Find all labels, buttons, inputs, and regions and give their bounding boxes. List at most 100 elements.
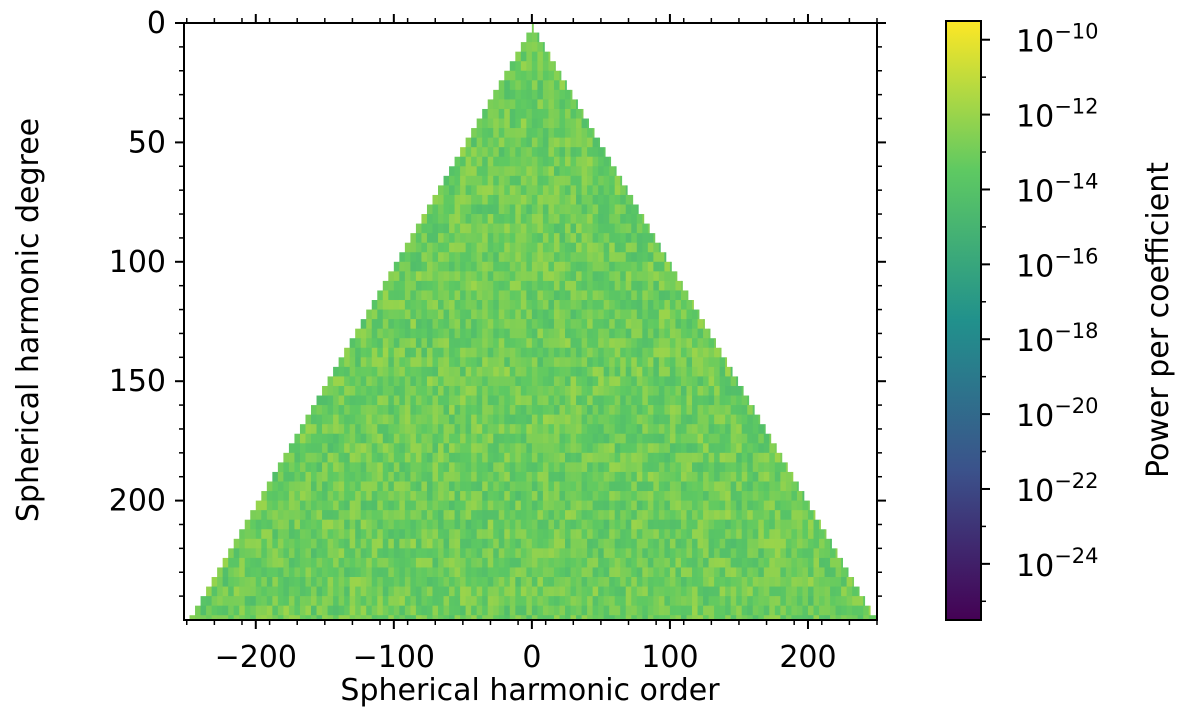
heatmap-cell [565,261,572,272]
heatmap-cell [703,567,710,578]
heatmap-cell [493,395,500,406]
heatmap-cell [526,557,533,568]
heatmap-cell [471,414,478,425]
heatmap-cell [509,328,516,339]
heatmap-cell [576,366,583,377]
heatmap-cell [730,414,737,425]
heatmap-cell [515,366,522,377]
heatmap-cell [288,605,295,616]
heatmap-cell [476,605,483,616]
heatmap-cell [476,405,483,416]
heatmap-cell [752,519,759,530]
heatmap-cell [620,252,627,263]
heatmap-cell [819,548,826,559]
heatmap-cell [741,615,748,620]
heatmap-cell [305,567,312,578]
heatmap-cell [774,462,781,473]
heatmap-cell [498,194,505,205]
heatmap-cell [526,185,533,196]
heatmap-cell [382,548,389,559]
heatmap-cell [482,319,489,330]
heatmap-cell [465,395,472,406]
heatmap-cell [548,414,555,425]
heatmap-cell [399,462,406,473]
heatmap-cell [830,615,837,620]
heatmap-cell [570,156,577,167]
heatmap-cell [482,481,489,492]
heatmap-cell [305,462,312,473]
heatmap-cell [515,271,522,282]
heatmap-cell [487,510,494,521]
heatmap-cell [509,252,516,263]
heatmap-cell [796,510,803,521]
heatmap-cell [686,395,693,406]
heatmap-cell [537,175,544,186]
heatmap-cell [592,128,595,139]
heatmap-cell [692,605,699,616]
heatmap-cell [415,366,422,377]
heatmap-cell [664,481,671,492]
heatmap-cell [548,80,555,91]
heatmap-cell [548,51,551,62]
heatmap-cell [476,529,483,540]
heatmap-cell [377,338,384,349]
heatmap-cell [520,242,527,253]
heatmap-cell [609,290,616,301]
heatmap-cell [217,567,224,578]
heatmap-cell [537,462,544,473]
heatmap-cell [333,567,340,578]
heatmap-cell [636,309,643,320]
heatmap-cell [487,376,494,387]
heatmap-cell [780,529,787,540]
heatmap-cell [796,586,803,597]
heatmap-cell [542,204,549,215]
heatmap-cell [305,577,312,588]
heatmap-cell [399,328,406,339]
heatmap-cell [504,166,511,177]
heatmap-cell [703,452,710,463]
heatmap-cell [515,137,522,148]
heatmap-cell [305,519,312,530]
heatmap-cell [471,194,478,205]
heatmap-cell [841,596,848,607]
heatmap-cell [465,300,472,311]
heatmap-cell [498,395,505,406]
heatmap-cell [680,605,687,616]
heatmap-cell [277,615,284,620]
heatmap-cell [614,405,621,416]
heatmap-cell [493,338,500,349]
heatmap-cell [587,223,594,234]
heatmap-cell [559,491,566,502]
heatmap-cell [316,605,323,616]
heatmap-cell [393,433,400,444]
heatmap-cell [642,328,649,339]
heatmap-cell [504,557,511,568]
heatmap-cell [311,481,318,492]
heatmap-cell [747,471,754,482]
heatmap-cell [443,366,450,377]
heatmap-cell [697,319,704,330]
heatmap-cell [487,577,494,588]
heatmap-cell [598,366,605,377]
heatmap-cell [531,214,538,225]
heatmap-cell [460,290,467,301]
heatmap-cell [520,405,527,416]
heatmap-cell [526,261,533,272]
heatmap-cell [498,175,505,186]
heatmap-cell [432,500,439,511]
heatmap-cell [548,175,555,186]
heatmap-cell [692,557,699,568]
heatmap-cell [526,51,533,62]
heatmap-cell [454,510,461,521]
heatmap-cell [460,319,467,330]
heatmap-cell [642,300,649,311]
heatmap-cell [404,338,411,349]
heatmap-cell [647,529,654,540]
heatmap-cell [636,462,643,473]
heatmap-cell [377,443,384,454]
heatmap-cell [680,519,687,530]
heatmap-cell [471,605,478,616]
heatmap-cell [592,481,599,492]
heatmap-cell [377,500,384,511]
heatmap-cell [598,481,605,492]
